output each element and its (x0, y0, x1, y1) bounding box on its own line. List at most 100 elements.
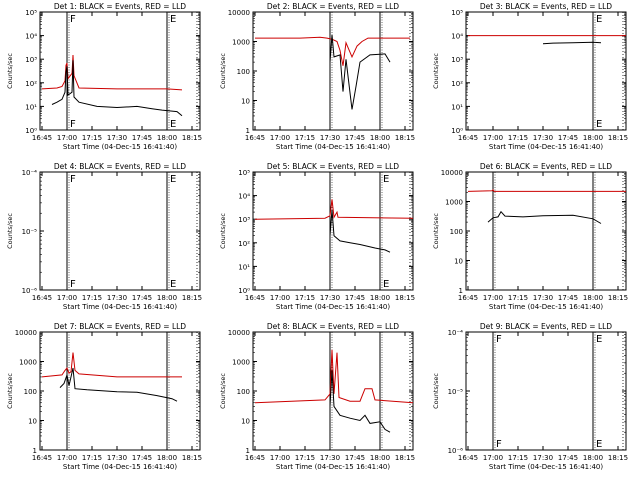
x-tick-label: 17:45 (345, 294, 365, 302)
x-tick-label: 18:00 (157, 454, 177, 462)
y-tick-label: 1000 (232, 39, 250, 47)
x-tick-label: 17:45 (132, 454, 152, 462)
y-axis-title: Counts/sec (219, 53, 227, 89)
series-lld-line (41, 54, 183, 91)
y-tick-label: 10000 (441, 169, 463, 177)
plot-frame (465, 331, 627, 451)
x-tick-label: 17:15 (82, 294, 102, 302)
event-marker-label: E (170, 119, 176, 130)
x-tick-label: 17:45 (132, 294, 152, 302)
series-events-line (51, 60, 183, 117)
x-axis-title: Start Time (04-Dec-15 16:41:40) (276, 463, 390, 471)
y-tick-label: 100 (450, 228, 463, 236)
event-marker-label: E (596, 14, 602, 25)
x-tick-label: 17:00 (483, 294, 503, 302)
x-tick-label: 16:45 (458, 454, 478, 462)
y-tick-label: 10 (241, 418, 250, 426)
x-axis-title: Start Time (04-Dec-15 16:41:40) (489, 463, 603, 471)
x-tick-label: 17:15 (82, 134, 102, 142)
event-marker-label: E (383, 174, 389, 185)
y-tick-label: 10000 (15, 329, 37, 337)
x-tick-label: 18:15 (395, 294, 415, 302)
event-marker-label: E (596, 334, 602, 345)
panel-title: Det 1: BLACK = Events, RED = LLD (54, 2, 186, 11)
x-tick-label: 18:15 (608, 134, 628, 142)
x-tick-label: 17:45 (345, 134, 365, 142)
panel-title: Det 7: BLACK = Events, RED = LLD (54, 322, 186, 331)
y-tick-label: 10³ (451, 56, 463, 64)
event-marker-label: E (170, 14, 176, 25)
event-marker-label: E (170, 279, 176, 290)
x-axis-title: Start Time (04-Dec-15 16:41:40) (489, 303, 603, 311)
event-marker-label: F (496, 334, 502, 345)
y-tick-label: 10¹ (238, 263, 250, 271)
y-tick-label: 10 (454, 258, 463, 266)
detector-panel-4: Det 4: BLACK = Events, RED = LLD 10⁻⁶ 10⁻⁵… (6, 162, 202, 311)
x-tick-label: 18:00 (583, 294, 603, 302)
series-lld-line (254, 349, 414, 404)
x-tick-label: 17:00 (270, 134, 290, 142)
x-tick-label: 17:30 (320, 454, 340, 462)
y-tick-label: 10³ (25, 56, 37, 64)
y-axis-title: Counts/sec (432, 213, 440, 249)
detector-panel-1: Det 1: BLACK = Events, RED = LLD 10⁰ 10¹ 10… (6, 2, 202, 151)
y-tick-label: 10 (241, 98, 250, 106)
plot-frame (39, 171, 201, 291)
x-tick-label: 16:45 (245, 294, 265, 302)
x-tick-label: 17:30 (107, 134, 127, 142)
event-marker-label: F (496, 439, 502, 450)
x-tick-label: 17:15 (508, 454, 528, 462)
y-tick-label: 10 (28, 418, 37, 426)
series-lld-line (467, 189, 626, 192)
x-tick-label: 18:00 (157, 294, 177, 302)
x-tick-label: 17:45 (558, 134, 578, 142)
y-tick-label: 10⁰ (451, 127, 463, 135)
x-tick-label: 18:15 (182, 134, 202, 142)
x-tick-label: 17:00 (57, 454, 77, 462)
event-marker-label: F (70, 119, 76, 130)
y-tick-label: 10⁴ (238, 193, 250, 201)
y-tick-label: 10⁵ (451, 9, 463, 17)
x-tick-label: 17:45 (558, 454, 578, 462)
x-tick-label: 18:15 (182, 294, 202, 302)
x-tick-label: 16:45 (458, 294, 478, 302)
x-tick-label: 18:00 (370, 454, 390, 462)
series-events-line (487, 210, 602, 224)
y-tick-label: 10⁴ (451, 33, 463, 41)
detector-panel-9: Det 9: BLACK = Events, RED = LLD 10⁻⁶ 10⁻⁵… (432, 322, 628, 471)
x-tick-label: 18:15 (608, 454, 628, 462)
y-tick-label: 10000 (228, 329, 250, 337)
y-tick-label: 1000 (19, 359, 37, 367)
y-axis-title: Counts/sec (219, 373, 227, 409)
event-marker-label: F (70, 174, 76, 185)
x-tick-label: 18:00 (157, 134, 177, 142)
y-axis-title: Counts/sec (432, 53, 440, 89)
y-tick-label: 10⁵ (238, 169, 250, 177)
detector-panel-3: Det 3: BLACK = Events, RED = LLD 10⁰ 10¹ 10… (432, 2, 628, 151)
x-tick-label: 17:00 (483, 454, 503, 462)
x-tick-label: 17:00 (270, 294, 290, 302)
x-tick-label: 18:15 (608, 294, 628, 302)
y-tick-label: 10³ (238, 216, 250, 224)
x-axis-title: Start Time (04-Dec-15 16:41:40) (489, 143, 603, 151)
x-tick-label: 18:00 (583, 134, 603, 142)
series-events-line (329, 34, 391, 110)
x-tick-label: 17:30 (320, 134, 340, 142)
x-tick-label: 17:15 (82, 454, 102, 462)
series-lld-line (255, 36, 410, 66)
plot-frame (252, 11, 414, 131)
x-tick-label: 17:45 (345, 454, 365, 462)
y-tick-label: 10000 (228, 9, 250, 17)
series-events-line (59, 367, 178, 402)
y-tick-label: 10⁻⁶ (22, 287, 38, 295)
plot-frame (39, 331, 201, 451)
y-tick-label: 1000 (445, 199, 463, 207)
y-tick-label: 10⁻⁴ (22, 169, 38, 177)
y-axis-title: Counts/sec (6, 53, 14, 89)
x-tick-label: 16:45 (32, 134, 52, 142)
x-tick-label: 17:45 (558, 294, 578, 302)
y-tick-label: 10⁵ (25, 9, 37, 17)
series-events-line (542, 41, 602, 45)
event-marker-label: E (383, 279, 389, 290)
x-tick-label: 17:30 (533, 294, 553, 302)
